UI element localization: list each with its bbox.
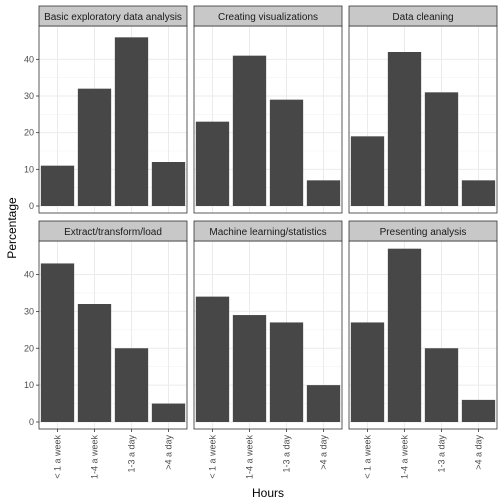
panel-6: Presenting analysis < 1 a week 1-4 a week 1… (348, 220, 498, 480)
y-tick-label: 10 (24, 164, 34, 174)
bar-4 (306, 180, 341, 206)
strip-label: Presenting analysis (380, 227, 467, 238)
bar-3 (269, 99, 304, 206)
y-tick-label: 40 (24, 54, 34, 64)
bar-3 (114, 37, 149, 207)
x-tick-label: >4 a day (319, 435, 329, 470)
strip-label: Data cleaning (392, 12, 453, 23)
bar-2 (232, 315, 267, 422)
y-tick-label: 20 (24, 128, 34, 138)
strip-label: Machine learning/statistics (209, 227, 326, 238)
y-tick-label: 20 (24, 343, 34, 353)
panel-3: Data cleaning (348, 5, 498, 214)
strip-background (193, 5, 343, 27)
bar-4 (151, 403, 186, 422)
bar-2 (77, 304, 112, 422)
bar-1 (195, 296, 230, 422)
bar-2 (387, 52, 422, 206)
bar-3 (114, 348, 149, 422)
bar-3 (269, 322, 304, 422)
bar-4 (461, 399, 496, 422)
bar-1 (350, 136, 385, 206)
x-axis-title: Hours (252, 486, 284, 500)
panel-5: Machine learning/statistics < 1 a week 1-4… (193, 220, 343, 480)
bar-4 (306, 385, 341, 422)
y-tick-label: 0 (29, 201, 34, 211)
x-tick-label: 1-4 a week (400, 435, 410, 480)
panels-group: Basic exploratory data analysis 0 10 20 30 40… (24, 5, 498, 480)
bar-4 (461, 180, 496, 206)
x-tick-label: 1-3 a day (437, 435, 447, 473)
strip-label: Basic exploratory data analysis (44, 12, 182, 23)
bar-1 (40, 263, 75, 422)
bar-1 (350, 322, 385, 422)
x-tick-label: 1-3 a day (282, 435, 292, 473)
y-tick-label: 30 (24, 306, 34, 316)
x-tick-label: 1-4 a week (245, 435, 255, 480)
strip-background (38, 5, 188, 27)
panel-1: Basic exploratory data analysis 0 10 20 30 40 (24, 5, 188, 214)
x-tick-label: 1-3 a day (127, 435, 137, 473)
strip-background (193, 220, 343, 242)
panel-2: Creating visualizations (193, 5, 343, 214)
strip-background (38, 220, 188, 242)
y-tick-label: 0 (29, 417, 34, 427)
bar-3 (424, 92, 459, 206)
bar-4 (151, 162, 186, 206)
x-tick-label: >4 a day (164, 435, 174, 470)
x-tick-label: 1-4 a week (90, 435, 100, 480)
x-tick-label: < 1 a week (208, 435, 218, 479)
bar-1 (40, 165, 75, 206)
panel-4: Extract/transform/load 0 10 20 30 40 < 1 a wee… (24, 220, 188, 480)
x-tick-label: < 1 a week (363, 435, 373, 479)
x-tick-label: >4 a day (474, 435, 484, 470)
y-axis-title: Percentage (5, 197, 19, 259)
y-tick-label: 40 (24, 270, 34, 280)
y-tick-label: 10 (24, 380, 34, 390)
bar-3 (424, 348, 459, 422)
strip-background (348, 220, 498, 242)
strip-label: Extract/transform/load (64, 227, 162, 238)
y-tick-label: 30 (24, 91, 34, 101)
bar-2 (387, 248, 422, 422)
bar-2 (232, 55, 267, 206)
strip-background (348, 5, 498, 27)
bar-1 (195, 121, 230, 206)
bar-2 (77, 88, 112, 206)
strip-label: Creating visualizations (218, 12, 318, 23)
x-tick-label: < 1 a week (53, 435, 63, 479)
